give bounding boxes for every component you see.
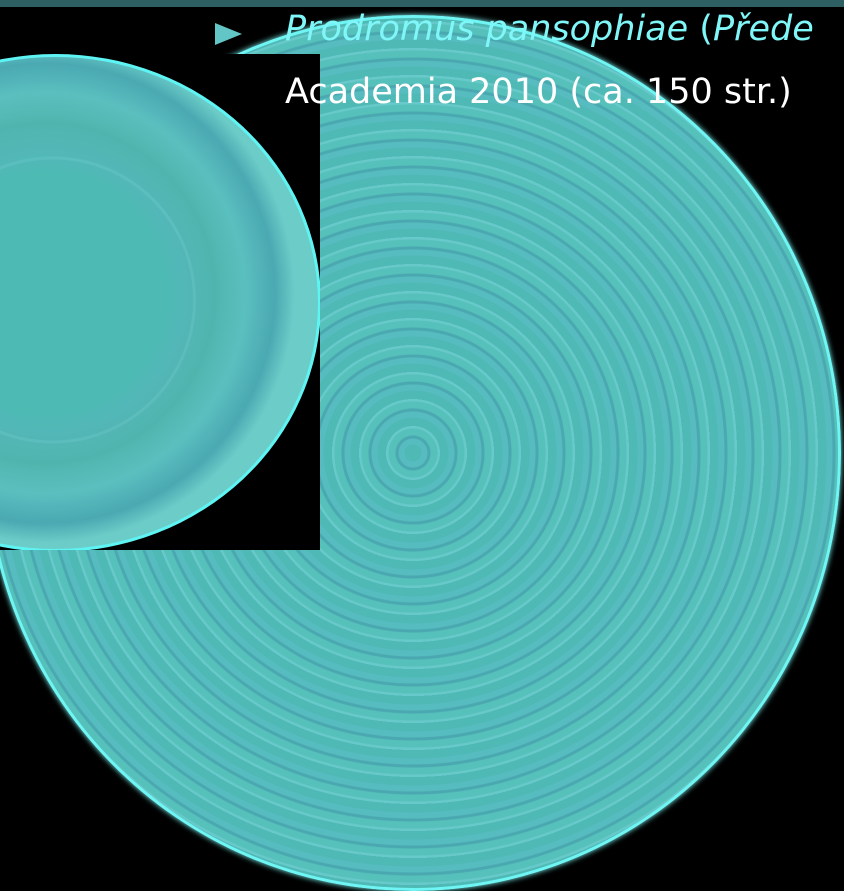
inset-image-frame	[0, 54, 320, 550]
bullet-title: Prodromus pansophiae (Přede	[285, 12, 814, 47]
bullet-title-italic: Prodromus pansophiae	[285, 9, 689, 49]
slide-top-strip	[0, 0, 844, 7]
bullet-triangle-icon	[215, 23, 242, 45]
inset-ring-overlay	[0, 62, 305, 538]
bullet-title-paren: (	[688, 9, 713, 49]
citation-text: Academia 2010 (ca. 150 str.)	[285, 72, 792, 112]
bullet-title-subtitle: Přede	[712, 9, 814, 49]
